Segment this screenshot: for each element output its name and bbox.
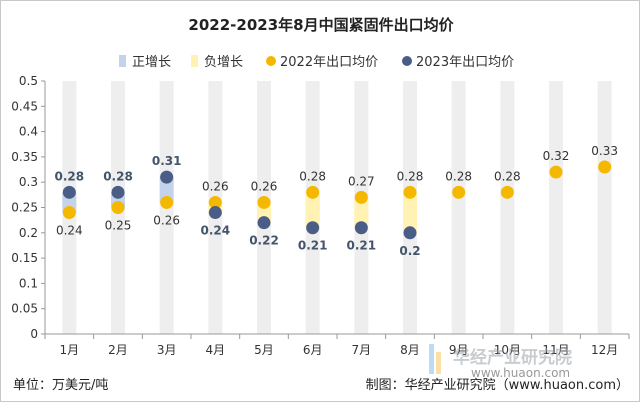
label-2023: 0.31 [152,154,182,168]
point-2023 [403,226,417,240]
legend: 正增长 负增长 2022年出口均价 2023年出口均价 [119,55,514,70]
change-bar [403,192,417,233]
y-tick-label: 0.35 [11,150,38,164]
label-2023: 0.28 [103,169,133,183]
point-2022 [306,185,320,199]
x-tick-label: 1月 [60,343,80,357]
legend-label: 正增长 [132,55,171,70]
label-2022: 0.28 [445,169,472,183]
point-2022 [111,201,125,214]
label-2022: 0.33 [591,144,618,158]
legend-swatch [191,55,198,67]
point-2023 [257,216,271,230]
label-2022: 0.26 [153,213,180,227]
point-2023 [306,221,320,235]
y-tick-label: 0.2 [19,226,38,240]
source-label: 制图：华经产业研究院（www.huaon.com） [366,378,629,393]
point-2022 [598,160,612,174]
background-bar [597,81,612,334]
watermark-logo [436,352,441,374]
unit-label: 单位：万美元/吨 [13,378,108,393]
point-2022 [500,185,514,199]
point-2022 [160,195,174,209]
x-tick-label: 5月 [254,343,274,357]
watermark-url: www.huaon.com [471,366,570,380]
y-tick-label: 0.5 [19,74,38,88]
label-2023: 0.21 [298,239,328,253]
point-2022 [452,185,466,199]
data-labels: 0.24 0.28 0.25 0.28 0.26 0.31 0.26 0.24 0.26 0.22… [55,144,618,258]
label-2022: 0.24 [56,224,83,238]
point-2023 [111,185,125,199]
label-2022: 0.28 [299,169,326,183]
label-2023: 0.21 [347,239,377,253]
label-2023: 0.24 [201,224,231,238]
y-tick-label: 0.15 [11,251,38,265]
label-2022: 0.27 [348,174,375,188]
point-2022 [62,206,76,220]
chart-title: 2022-2023年8月中国紧固件出口均价 [188,16,454,34]
x-tick-label: 9月 [449,343,469,357]
label-2022: 0.28 [494,169,521,183]
point-2023 [208,206,222,220]
x-tick-label: 4月 [206,343,226,357]
x-tick-label: 10月 [494,343,521,357]
legend-marker [266,56,276,66]
watermark-text: 华经产业研究院 [453,347,572,368]
point-2022 [257,195,271,209]
point-2023 [62,185,76,199]
y-tick-label: 0.25 [11,201,38,215]
point-2022 [354,190,368,204]
point-2022 [403,185,417,199]
legend-marker [402,56,412,66]
label-2022: 0.26 [202,179,229,193]
label-2023: 0.28 [55,169,85,183]
y-tick-label: 0.05 [11,302,38,316]
change-bar [159,177,174,203]
change-bar [354,197,369,228]
point-2022 [549,165,563,179]
legend-label: 2022年出口均价 [280,55,378,70]
y-tick-label: 0.4 [19,125,38,139]
y-tick-label: 0.3 [19,175,38,189]
point-2022 [208,195,222,209]
label-2022: 0.32 [543,149,570,163]
point-2023 [354,221,368,235]
legend-label: 2023年出口均价 [416,55,514,70]
data-points [62,160,612,240]
background-bar [549,81,563,334]
background-bar [451,81,466,334]
point-2023 [160,170,174,184]
background-bars [62,81,612,334]
label-2022: 0.25 [105,219,132,233]
label-2023: 0.22 [249,234,279,248]
watermark-logo [429,344,434,374]
label-2022: 0.28 [397,169,424,183]
x-tick-label: 7月 [352,343,372,357]
y-tick-label: 0.1 [19,276,38,290]
x-tick-label: 11月 [542,343,569,357]
y-tick-label: 0 [30,327,38,341]
x-tick-label: 2月 [108,343,128,357]
axes: 0 0.05 0.1 0.15 0.2 0.25 0.3 0.35 0.4 0.45 0.5 1月 2月… [11,74,630,357]
x-tick-label: 12月 [591,343,618,357]
legend-label: 负增长 [204,55,243,70]
background-bar [500,81,515,334]
x-tick-label: 3月 [157,343,177,357]
y-tick-label: 0.45 [11,99,38,113]
label-2022: 0.26 [251,179,278,193]
x-tick-label: 6月 [303,343,323,357]
legend-swatch [119,55,126,67]
change-bar [305,192,320,228]
x-tick-label: 8月 [400,343,420,357]
label-2023: 0.2 [399,244,420,258]
